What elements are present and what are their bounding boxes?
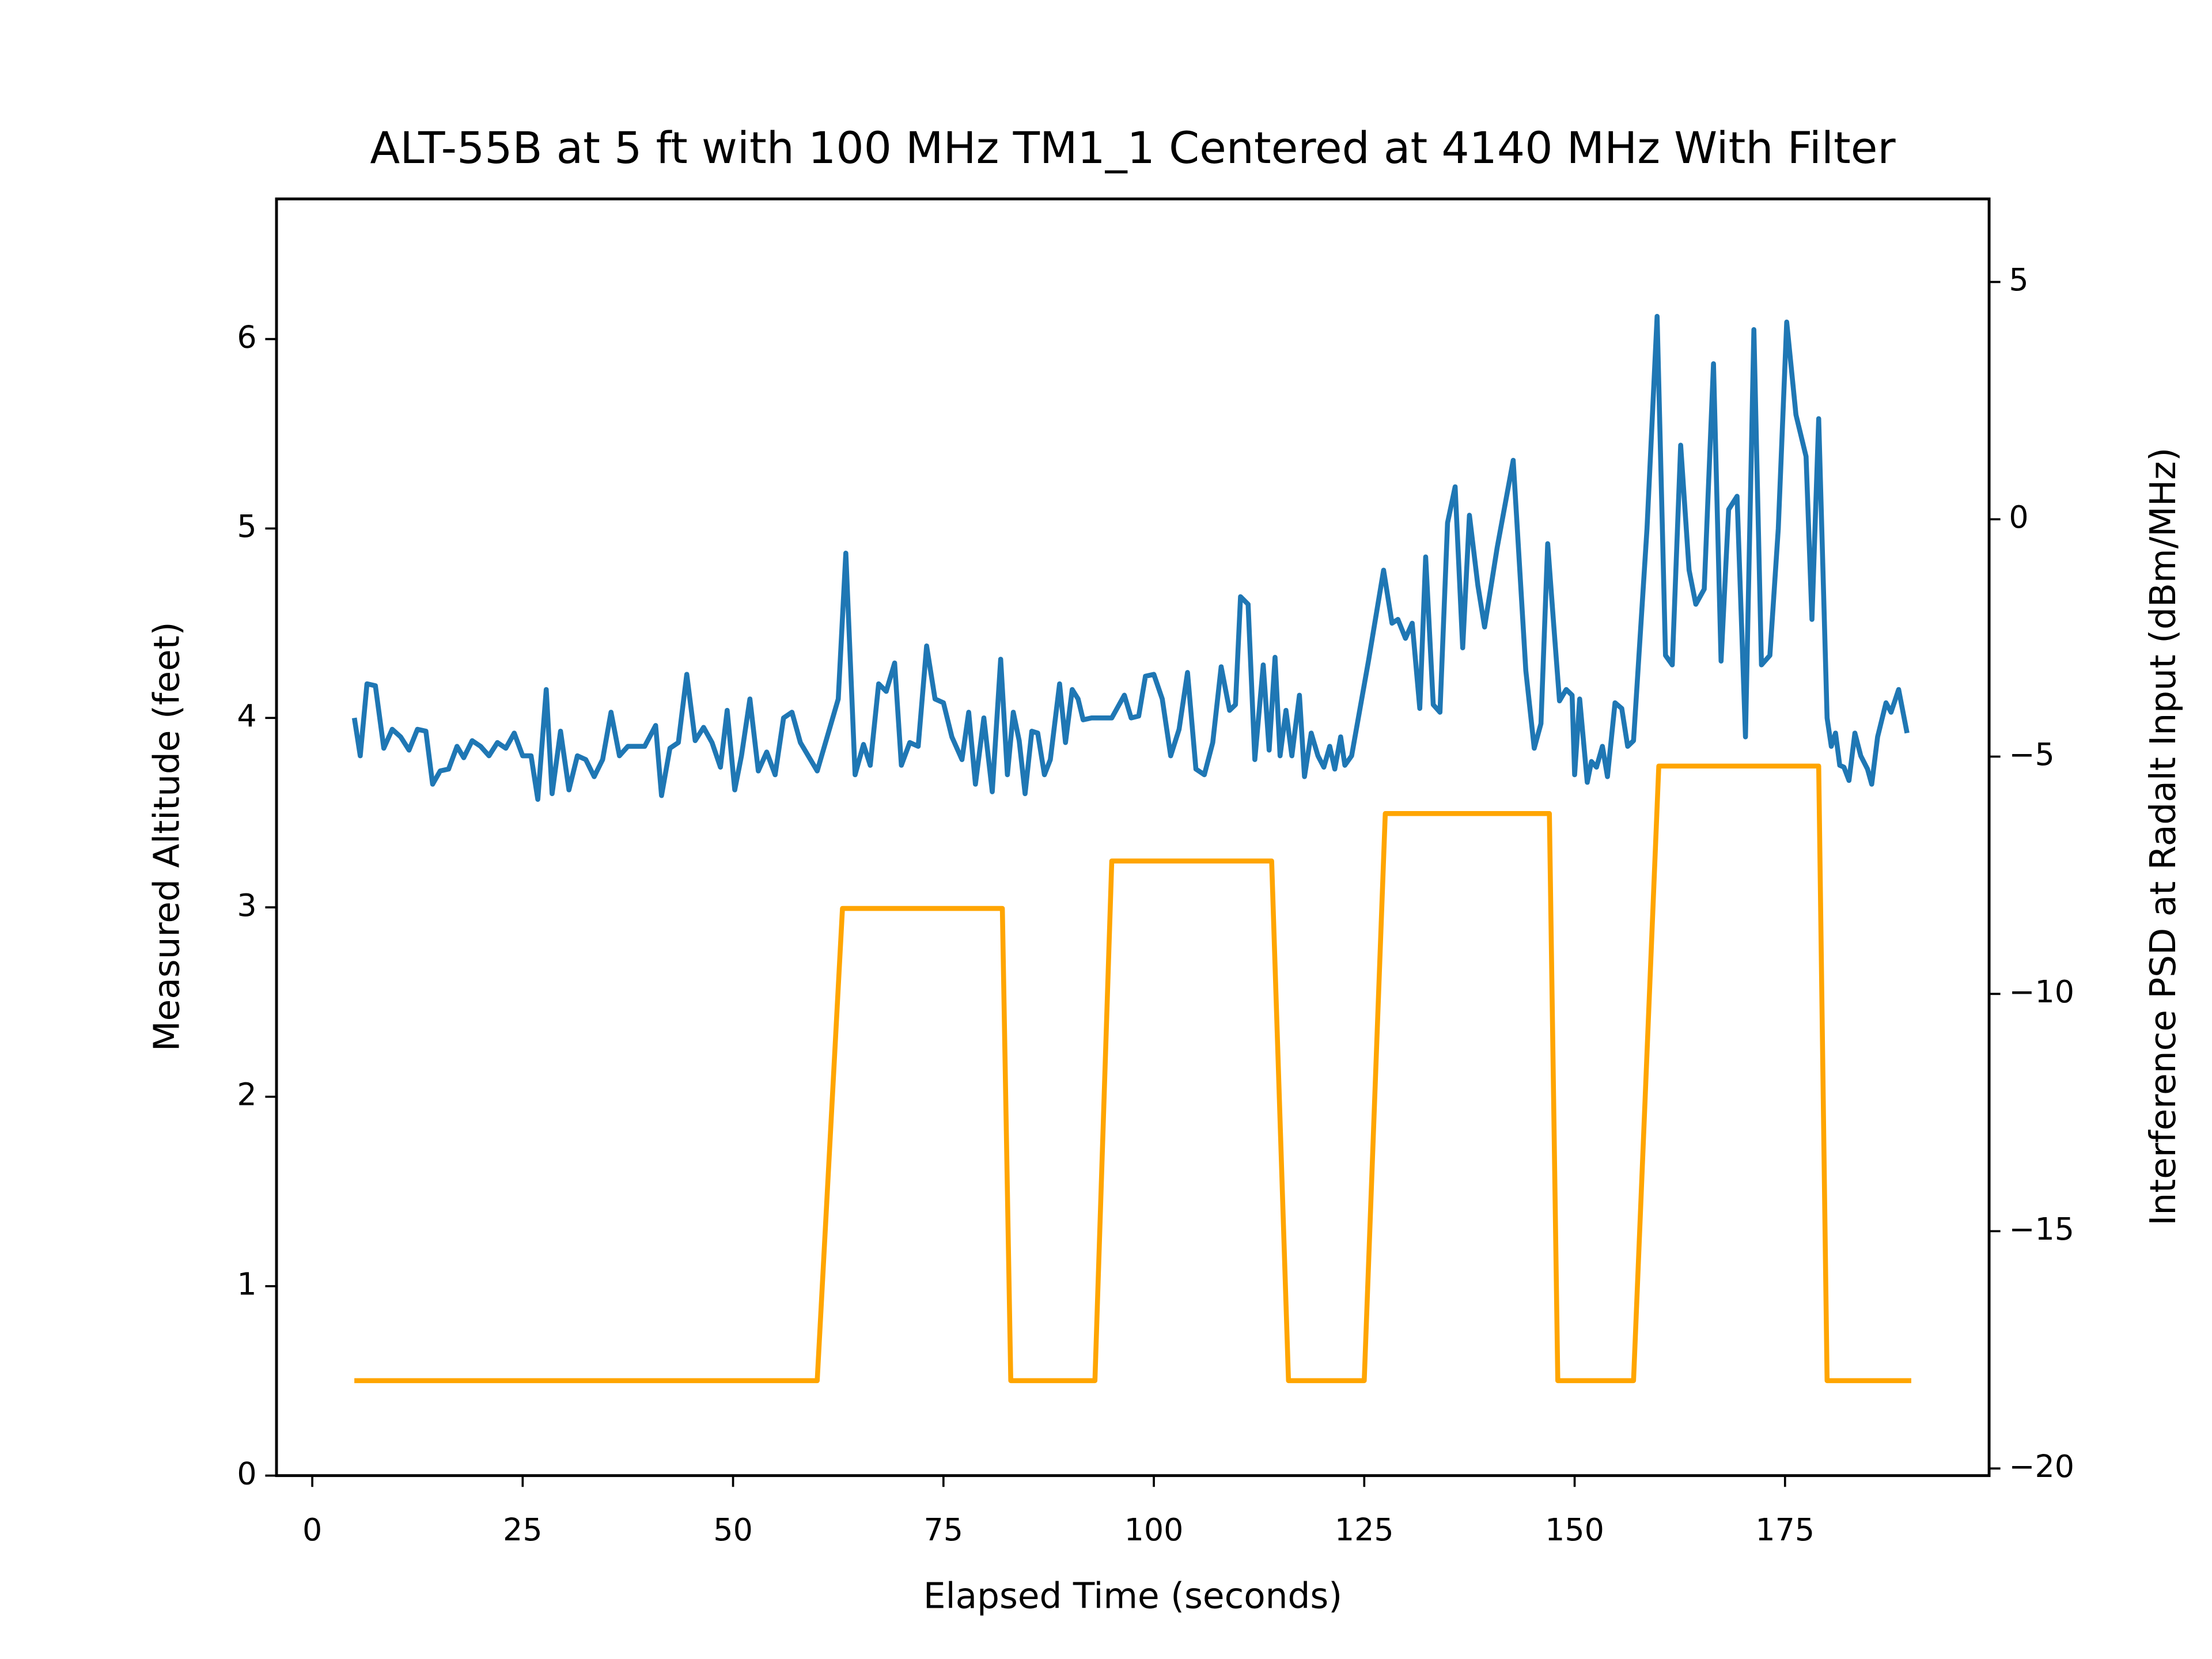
x-tick-label: 0 — [302, 1512, 322, 1548]
y-tick-label: 0 — [237, 1455, 256, 1491]
y-tick-label: 2 — [237, 1077, 256, 1113]
y2-tick-label: −20 — [2009, 1448, 2074, 1484]
data-line — [351, 313, 1910, 802]
y-axis-label: Measured Altitude (feet) — [146, 622, 187, 1051]
x-tick-label: 50 — [713, 1512, 753, 1548]
y2-tick-label: −10 — [2009, 974, 2074, 1010]
y-tick-label: 3 — [237, 887, 256, 923]
x-tick-label: 125 — [1335, 1512, 1394, 1548]
x-axis-label: Elapsed Time (seconds) — [923, 1575, 1342, 1616]
y2-tick-label: 5 — [2009, 262, 2028, 298]
x-tick-label: 100 — [1124, 1512, 1184, 1548]
y2-tick-label: 0 — [2009, 499, 2028, 535]
data-line — [354, 763, 1911, 1384]
y-tick-label: 1 — [237, 1266, 256, 1302]
y2-axis-label: Interference PSD at Radalt Input (dBm/MH… — [2143, 448, 2184, 1226]
x-tick-label: 75 — [924, 1512, 964, 1548]
y-tick-label: 5 — [237, 508, 256, 544]
x-tick-label: 25 — [503, 1512, 543, 1548]
chart-title: ALT-55B at 5 ft with 100 MHz TM1_1 Cente… — [370, 123, 1896, 173]
y2-tick-label: −5 — [2009, 736, 2054, 772]
x-tick-label: 150 — [1545, 1512, 1604, 1548]
x-tick-label: 175 — [1755, 1512, 1815, 1548]
y-tick-label: 6 — [237, 319, 256, 355]
y-tick-label: 4 — [237, 698, 256, 734]
plot-frame — [275, 197, 1991, 1478]
y2-tick-label: −15 — [2009, 1211, 2074, 1247]
